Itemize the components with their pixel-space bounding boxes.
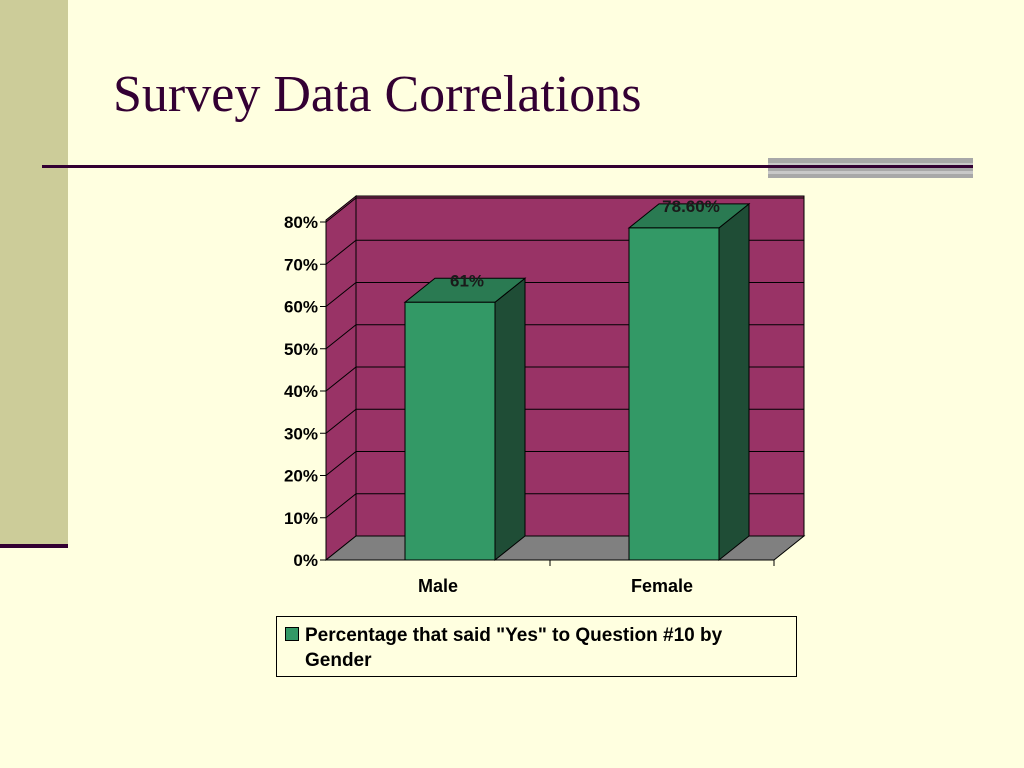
data-label: 78.60% (662, 197, 720, 216)
y-tick-label: 60% (284, 298, 318, 317)
bar-side (718, 202, 750, 562)
x-tick-label: Male (418, 576, 458, 596)
y-tick-label: 50% (284, 340, 318, 359)
y-tick-label: 70% (284, 255, 318, 274)
title-underline (42, 165, 973, 168)
x-tick-label: Female (631, 576, 693, 596)
left-accent-rule (0, 544, 68, 548)
y-tick-label: 40% (284, 382, 318, 401)
title-rule-accent (768, 158, 973, 178)
bar (628, 227, 720, 561)
bar-side (494, 277, 526, 562)
y-tick-label: 0% (293, 551, 318, 570)
bar (404, 301, 496, 561)
slide-title: Survey Data Correlations (113, 66, 642, 123)
left-accent-bar (0, 0, 68, 544)
y-tick-label: 80% (284, 213, 318, 232)
data-label: 61% (450, 271, 484, 290)
legend-label: Percentage that said "Yes" to Question #… (305, 625, 723, 671)
gridline (325, 197, 804, 223)
y-tick-label: 10% (284, 509, 318, 528)
y-tick-label: 30% (284, 424, 318, 443)
chart-legend: Percentage that said "Yes" to Question #… (276, 616, 797, 677)
y-tick-label: 20% (284, 467, 318, 486)
legend-swatch (285, 627, 299, 641)
